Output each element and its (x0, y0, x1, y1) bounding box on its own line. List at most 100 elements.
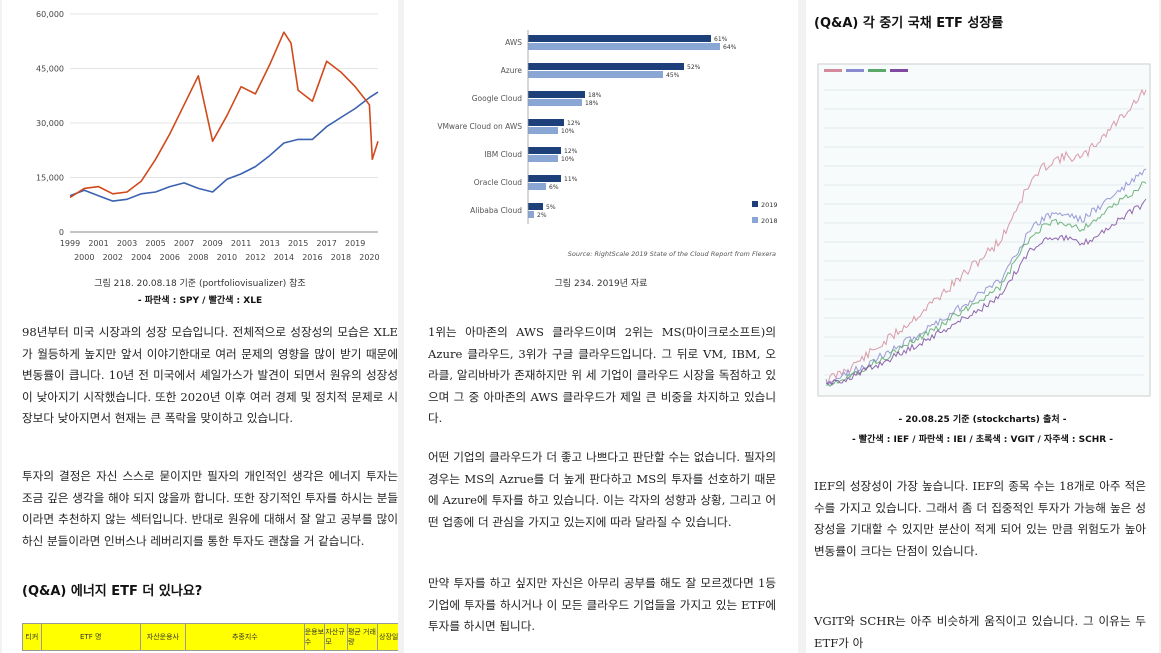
document-page-2: AWS 61% 64% Azure 52% 45% Google Cloud 18% 18% VM… (404, 0, 798, 653)
x-tick-label: 2011 (231, 239, 251, 248)
x-tick-label: 2015 (288, 239, 308, 248)
y-tick-label: 0 (59, 228, 64, 237)
bar-2019 (528, 35, 711, 42)
x-tick-label: 2009 (202, 239, 222, 248)
legend-label: 2019 (761, 201, 778, 209)
bar-2019 (528, 119, 564, 126)
series-line-vgit (825, 181, 1147, 388)
x-tick-label: 2004 (131, 253, 151, 262)
data-label: 52% (687, 64, 701, 71)
x-tick-label: 2017 (316, 239, 336, 248)
category-label: VMware Cloud on AWS (437, 122, 522, 131)
bar-2018 (528, 99, 582, 106)
legend-label: 2018 (761, 217, 778, 225)
bar-2018 (528, 43, 720, 50)
x-tick-label: 2000 (74, 253, 94, 262)
table-header-cell: 상장일 (378, 624, 398, 650)
legend-swatch (846, 69, 864, 72)
bar-2019 (528, 147, 561, 154)
figure-caption: 그림 218. 20.08.18 기준 (portfoliovisualizer… (94, 279, 306, 289)
series-line-ief (825, 88, 1147, 385)
legend-swatch (752, 217, 758, 223)
category-label: Alibaba Cloud (470, 206, 522, 215)
series-line-xle (69, 31, 379, 199)
y-tick-label: 60,000 (36, 10, 64, 19)
x-tick-label: 2018 (331, 253, 351, 262)
x-tick-label: 2007 (174, 239, 194, 248)
paragraph: 1위는 아마존의 AWS 클라우드이며 2위는 MS(마이크로소프트)의 Azu… (428, 325, 776, 425)
x-tick-label: 2003 (117, 239, 137, 248)
x-tick-label: 2019 (345, 239, 365, 248)
paragraph: VGIT와 SCHR는 아주 비슷하게 움직이고 있습니다. 그 이유는 두 E… (814, 614, 1146, 650)
legend-caption: - 빨간색 : IEF / 파란색 : IEI / 초록색 : VGIT / 자… (851, 435, 1114, 445)
data-label: 18% (585, 100, 599, 107)
y-tick-label: 30,000 (36, 119, 64, 128)
paragraph: 어떤 기업의 클라우드가 더 좋고 나쁘다고 판단할 수는 없습니다. 필자의 … (428, 450, 776, 529)
table-header-cell: ETF 명 (41, 624, 141, 650)
treasury-etf-line-chart (817, 63, 1151, 397)
x-tick-label: 2002 (103, 253, 123, 262)
document-page-3: (Q&A) 각 중기 국채 ETF 성장률 - 20.08.25 기준 (sto… (806, 0, 1159, 653)
legend-swatch (824, 69, 842, 72)
category-label: Oracle Cloud (474, 178, 522, 187)
bar-2019 (528, 91, 585, 98)
category-label: IBM Cloud (484, 150, 522, 159)
data-label: 5% (546, 204, 556, 211)
x-tick-label: 2020 (359, 253, 379, 262)
chart-frame (817, 63, 1151, 397)
y-tick-label: 15,000 (36, 174, 64, 183)
category-label: Google Cloud (472, 94, 522, 103)
bar-2019 (528, 175, 561, 182)
x-tick-label: 2006 (160, 253, 180, 262)
x-tick-label: 2005 (145, 239, 165, 248)
bar-2018 (528, 183, 546, 190)
x-tick-label: 2012 (245, 253, 265, 262)
data-label: 11% (564, 176, 578, 183)
document-page-1: 60,000 45,000 30,000 15,000 0 1999 2001 2003 200… (2, 0, 398, 653)
bar-2018 (528, 127, 558, 134)
paragraph: 98년부터 미국 시장과의 성장 모습입니다. 전체적으로 성장성의 모습은 X… (22, 325, 398, 425)
series-line-iei (825, 168, 1147, 386)
series-line-spy (69, 91, 379, 202)
table-header-cell: 추종지수 (185, 624, 305, 650)
chart-legend (824, 69, 908, 72)
figure-caption: - 20.08.25 기준 (stockcharts) 출처 - (898, 415, 1067, 425)
spy-xle-line-chart: 60,000 45,000 30,000 15,000 0 1999 2001 2003 200… (36, 10, 380, 262)
section-heading: (Q&A) 각 중기 국채 ETF 성장률 (814, 16, 1004, 31)
x-tick-label: 2013 (259, 239, 279, 248)
category-label: AWS (505, 38, 522, 47)
legend-swatch (752, 201, 758, 207)
data-label: 2% (537, 212, 547, 219)
paragraph: 만약 투자를 하고 싶지만 자신은 아무리 공부를 해도 잘 모르겠다면 1등 … (428, 576, 776, 633)
data-label: 12% (564, 148, 578, 155)
x-tick-label: 2008 (188, 253, 208, 262)
series-line-schr (825, 198, 1147, 387)
x-tick-label: 2010 (217, 253, 237, 262)
table-header-cell: 운용보수 (304, 624, 326, 650)
table-header-cell: 자산규모 (325, 624, 348, 650)
bar-2019 (528, 203, 543, 210)
x-tick-label: 2001 (88, 239, 108, 248)
x-tick-label: 1999 (60, 239, 80, 248)
section-heading: (Q&A) 에너지 ETF 더 있나요? (22, 584, 203, 599)
x-tick-label: 2014 (274, 253, 294, 262)
legend-caption: - 파란색 : SPY / 빨간색 : XLE (137, 296, 263, 306)
data-label: 10% (561, 156, 575, 163)
category-label: Azure (501, 66, 523, 75)
x-tick-label: 2016 (302, 253, 322, 262)
table-header-cell: 티커 (23, 624, 42, 650)
bar-2019 (528, 63, 684, 70)
paragraph: IEF의 성장성이 가장 높습니다. IEF의 종목 수는 18개로 아주 적은… (814, 479, 1146, 558)
cloud-usage-bar-chart: AWS 61%64% Azure 52% 45% Google Cloud 18%18% VM… (437, 30, 778, 258)
data-label: 12% (567, 120, 581, 127)
bar-2018 (528, 71, 663, 78)
data-label: 45% (666, 72, 680, 79)
data-label: 61% (714, 36, 728, 43)
table-header-cell: 평균 거래량 (347, 624, 379, 650)
data-label: 10% (561, 128, 575, 135)
legend-swatch (890, 69, 908, 72)
figure-caption: 그림 234. 2019년 자료 (554, 279, 648, 289)
etf-table-header: 티커 ETF 명 자산운용사 추종지수 운용보수 자산규모 평균 거래량 상장일 (22, 623, 398, 651)
table-header-cell: 자산운용사 (140, 624, 186, 650)
legend-swatch (868, 69, 886, 72)
